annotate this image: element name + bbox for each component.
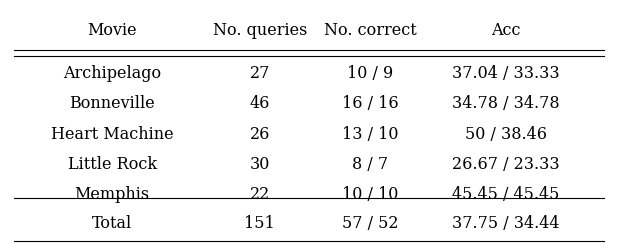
Text: 8 / 7: 8 / 7 [352, 156, 389, 173]
Text: Acc: Acc [491, 22, 520, 39]
Text: Archipelago: Archipelago [63, 65, 161, 82]
Text: Movie: Movie [87, 22, 137, 39]
Text: 37.75 / 34.44: 37.75 / 34.44 [452, 215, 560, 232]
Text: 10 / 10: 10 / 10 [342, 186, 399, 203]
Text: 45.45 / 45.45: 45.45 / 45.45 [452, 186, 559, 203]
Text: 37.04 / 33.33: 37.04 / 33.33 [452, 65, 560, 82]
Text: 50 / 38.46: 50 / 38.46 [465, 126, 547, 142]
Text: 46: 46 [250, 95, 270, 112]
Text: 22: 22 [250, 186, 270, 203]
Text: 16 / 16: 16 / 16 [342, 95, 399, 112]
Text: Bonneville: Bonneville [69, 95, 155, 112]
Text: 10 / 9: 10 / 9 [347, 65, 394, 82]
Text: No. correct: No. correct [324, 22, 417, 39]
Text: No. queries: No. queries [213, 22, 307, 39]
Text: 57 / 52: 57 / 52 [342, 215, 399, 232]
Text: Total: Total [92, 215, 132, 232]
Text: 26.67 / 23.33: 26.67 / 23.33 [452, 156, 560, 173]
Text: 13 / 10: 13 / 10 [342, 126, 399, 142]
Text: 34.78 / 34.78: 34.78 / 34.78 [452, 95, 560, 112]
Text: 26: 26 [250, 126, 270, 142]
Text: Little Rock: Little Rock [67, 156, 157, 173]
Text: Heart Machine: Heart Machine [51, 126, 174, 142]
Text: 27: 27 [250, 65, 270, 82]
Text: 30: 30 [250, 156, 270, 173]
Text: Memphis: Memphis [75, 186, 150, 203]
Text: 151: 151 [244, 215, 275, 232]
